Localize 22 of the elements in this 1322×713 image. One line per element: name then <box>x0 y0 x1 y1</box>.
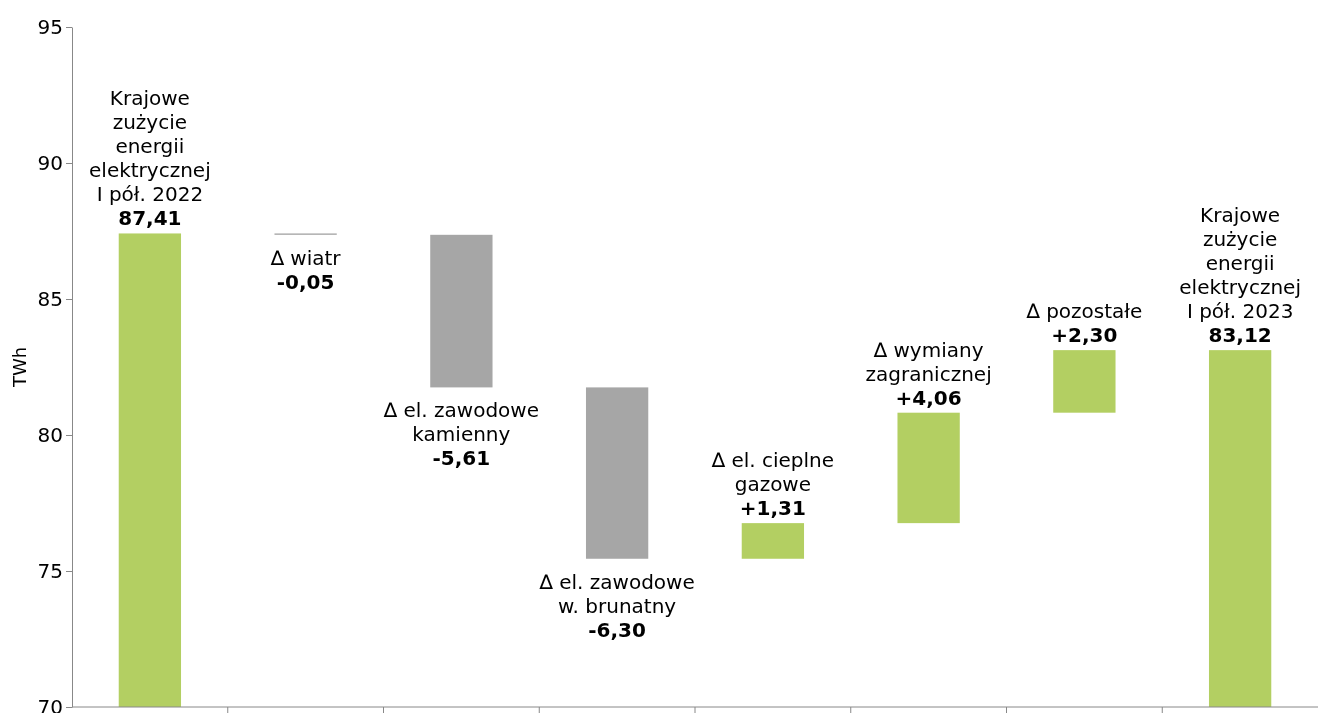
data-label: 87,41 <box>118 206 182 231</box>
x-tick-label: Krajowe zużycie energii elektrycznej I pół. 2023 <box>1179 203 1301 324</box>
data-label: +1,31 <box>739 496 806 521</box>
y-tick-label: 75 <box>37 558 63 583</box>
y-tick-label: 80 <box>37 422 63 447</box>
x-tick-label: ∆ wymiany zagranicznej <box>865 337 992 386</box>
data-label: -0,05 <box>276 269 335 294</box>
y-tick-label: 95 <box>37 14 63 39</box>
data-label: +2,30 <box>1051 323 1118 348</box>
data-label: -5,61 <box>432 446 491 471</box>
x-tick-label: Krajowe zużycie energii elektrycznej I pół. 2022 <box>89 86 211 207</box>
y-axis-title: TWh <box>9 346 30 389</box>
x-tick-label: ∆ el. cieplne gazowe <box>710 448 835 497</box>
x-tick-label: ∆ wiatr <box>269 245 342 270</box>
data-label: -6,30 <box>588 617 646 642</box>
y-tick-label: 85 <box>37 286 63 311</box>
x-tick-label: ∆ pozostałe <box>1025 299 1143 324</box>
y-tick-label: 90 <box>37 150 63 175</box>
x-tick-label: ∆ el. zawodowe kamienny <box>382 398 540 447</box>
x-tick-label: ∆ el. zawodowe w. brunatny <box>538 569 695 618</box>
data-label: 83,12 <box>1208 323 1272 348</box>
data-label: +4,06 <box>895 385 962 410</box>
